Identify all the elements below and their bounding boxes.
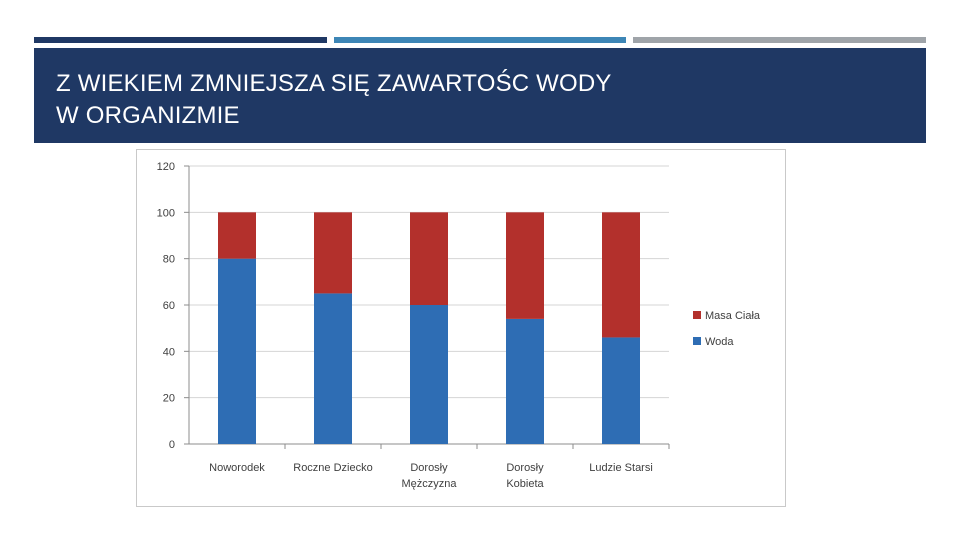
x-category-label-line: Dorosły (506, 462, 544, 474)
y-tick-label: 120 (157, 161, 175, 173)
bar-woda (218, 258, 256, 444)
slide-title-line-1: Z WIEKIEM ZMNIEJSZA SIĘ ZAWARTOŚC WODY (56, 70, 612, 97)
x-category-label: Dorosły Kobieta (506, 462, 544, 490)
bar-masa-ciala (506, 212, 544, 319)
bar-woda (410, 305, 448, 444)
x-category-label-line: Kobieta (506, 478, 544, 490)
bar-woda (506, 318, 544, 444)
y-tick-label: 0 (169, 439, 175, 451)
accent-bar-navy (34, 37, 327, 43)
x-category-label: Roczne Dziecko (293, 462, 372, 474)
x-category-label-line: Mężczyzna (401, 478, 457, 490)
y-tick-label: 60 (163, 300, 175, 312)
bar-woda (602, 337, 640, 444)
stacked-bar-chart: 0 20 40 60 80 100 120 Noworodek Roczne Dziecko Do… (157, 161, 761, 490)
x-category-label-line: Roczne Dziecko (293, 462, 372, 474)
legend-swatch-masa-ciala (693, 311, 701, 319)
legend-label-woda: Woda (705, 336, 734, 348)
bar-woda (314, 293, 352, 444)
bar-masa-ciala (602, 212, 640, 338)
bar-masa-ciala (314, 212, 352, 294)
chart-frame: 0 20 40 60 80 100 120 Noworodek Roczne Dziecko Do… (136, 149, 786, 507)
x-category-label: Noworodek (209, 462, 265, 474)
accent-bar-blue (334, 37, 626, 43)
y-tick-label: 40 (163, 346, 175, 358)
title-band: Z WIEKIEM ZMNIEJSZA SIĘ ZAWARTOŚC WODY W… (34, 48, 926, 143)
slide-title-line-2: W ORGANIZMIE (56, 102, 240, 129)
bar-masa-ciala (218, 212, 256, 259)
y-tick-label: 80 (163, 254, 175, 266)
x-category-label-line: Noworodek (209, 462, 265, 474)
legend-swatch-woda (693, 337, 701, 345)
bar-masa-ciala (410, 212, 448, 305)
legend-label-masa-ciala: Masa Ciała (705, 310, 761, 322)
x-category-label-line: Ludzie Starsi (589, 462, 653, 474)
x-category-label-line: Dorosły (410, 462, 448, 474)
y-tick-label: 100 (157, 207, 175, 219)
slide-title: Z WIEKIEM ZMNIEJSZA SIĘ ZAWARTOŚC WODY W… (56, 68, 756, 132)
x-category-label: Ludzie Starsi (589, 462, 653, 474)
accent-bar-gray (633, 37, 926, 43)
y-tick-label: 20 (163, 393, 175, 405)
x-category-label: Dorosły Mężczyzna (401, 462, 457, 490)
